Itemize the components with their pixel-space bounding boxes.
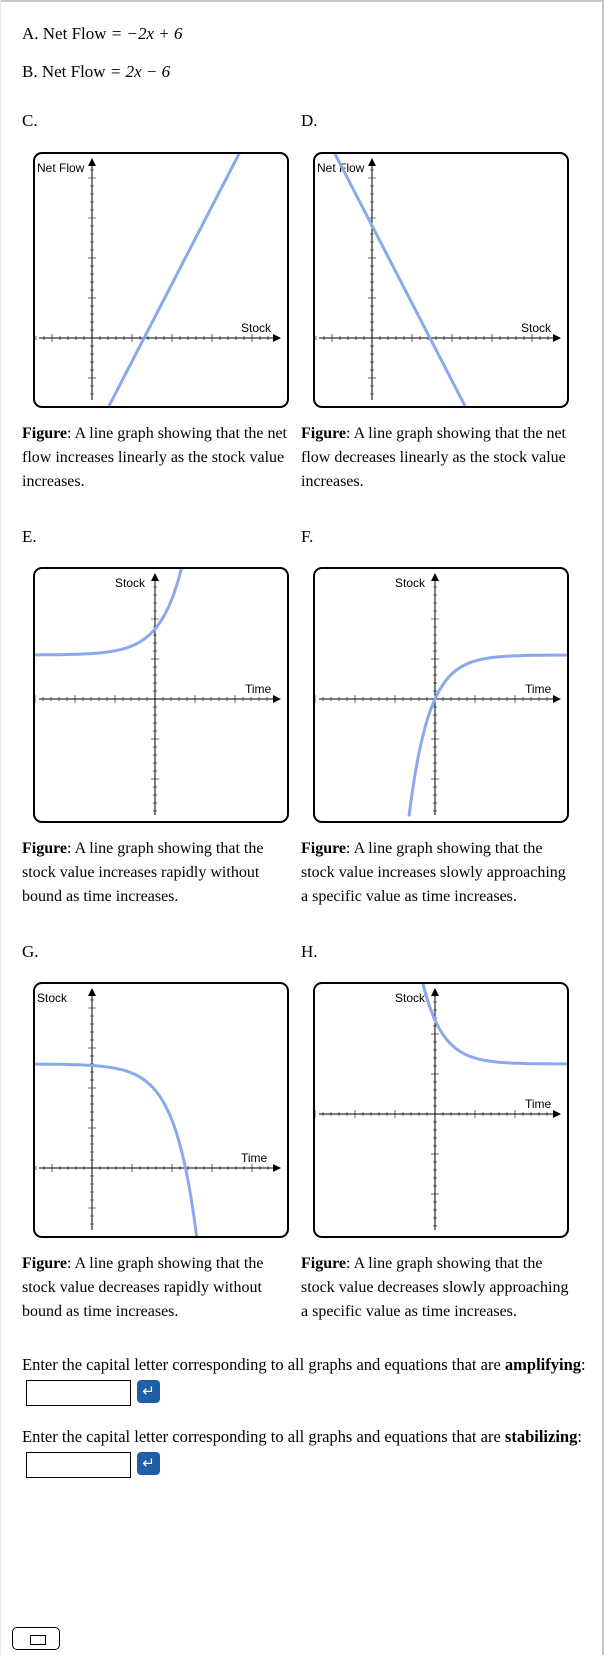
x-axis-label: Time xyxy=(241,1151,268,1165)
graph-curve xyxy=(35,569,183,657)
graph-curve xyxy=(421,984,567,1066)
graph-curve xyxy=(35,1062,199,1236)
graph-plot: Net Flow Stock xyxy=(35,154,281,406)
window-left-border xyxy=(0,0,1,1655)
stabilizing-prompt-suffix: : xyxy=(577,1427,582,1446)
x-axis-label: Stock xyxy=(241,321,272,335)
caption-d-text: : A line graph showing that the net flow… xyxy=(301,425,566,490)
y-axis-arrow-icon xyxy=(88,158,96,166)
keyboard-toggle-button[interactable] xyxy=(12,1627,60,1650)
caption-g-text: : A line graph showing that the stock va… xyxy=(22,1255,264,1320)
stabilizing-submit-button[interactable]: ↵ xyxy=(137,1452,160,1475)
graph-plot: Stock Time xyxy=(315,573,567,817)
stabilizing-prompt-bold: stabilizing xyxy=(504,1427,578,1446)
amplifying-prompt-suffix: : xyxy=(581,1355,586,1374)
caption-h-bold: Figure xyxy=(301,1255,347,1272)
equation-a-prefix: A. Net Flow xyxy=(22,24,107,43)
graph-d-letter: D. xyxy=(301,111,318,130)
amplifying-submit-button[interactable]: ↵ xyxy=(137,1380,160,1403)
window-right-border xyxy=(602,0,604,1655)
caption-c-bold: Figure xyxy=(22,425,68,442)
keyboard-icon xyxy=(30,1635,46,1645)
equation-a: A. Net Flow = −2x + 6 xyxy=(22,24,183,44)
graph-e-letter: E. xyxy=(22,527,37,546)
y-axis-label: Stock xyxy=(115,576,146,590)
graph-plot: Stock Time xyxy=(35,569,281,815)
y-axis-arrow-icon xyxy=(368,158,376,166)
amplifying-answer-input[interactable] xyxy=(26,1380,131,1406)
graph-d-caption: Figure: A line graph showing that the ne… xyxy=(301,422,573,494)
caption-f-bold: Figure xyxy=(301,840,347,857)
window-top-border xyxy=(0,0,604,2)
y-axis-label: Stock xyxy=(37,991,68,1005)
equation-b-prefix: B. Net Flow xyxy=(22,62,106,81)
graph-f-caption: Figure: A line graph showing that the st… xyxy=(301,837,573,909)
graph-e-caption: Figure: A line graph showing that the st… xyxy=(22,837,294,909)
graph-c-caption: Figure: A line graph showing that the ne… xyxy=(22,422,294,494)
graph-e: Stock Time xyxy=(33,567,289,823)
stabilizing-prompt-text: Enter the capital letter corresponding t… xyxy=(22,1427,505,1446)
y-axis-label: Net Flow xyxy=(37,161,85,175)
graph-c: Net Flow Stock xyxy=(33,152,289,408)
y-axis-arrow-icon xyxy=(151,573,159,581)
return-arrow-icon: ↵ xyxy=(142,1382,155,1400)
x-axis-arrow-icon xyxy=(273,1164,281,1172)
equation-b-expr: = 2x − 6 xyxy=(109,62,171,81)
graph-f: Stock Time xyxy=(313,567,569,823)
graph-curve xyxy=(407,653,567,817)
graph-curve xyxy=(333,154,467,406)
y-axis-label: Stock xyxy=(395,576,426,590)
equation-a-expr: = −2x + 6 xyxy=(110,24,183,43)
equation-b: B. Net Flow = 2x − 6 xyxy=(22,62,170,82)
stabilizing-answer-input[interactable] xyxy=(26,1452,131,1478)
graph-plot: Stock Time xyxy=(315,984,567,1230)
y-axis-arrow-icon xyxy=(431,573,439,581)
graph-g-letter: G. xyxy=(22,942,39,961)
graph-f-letter: F. xyxy=(301,527,314,546)
y-axis-label: Stock xyxy=(395,991,426,1005)
x-axis-label: Stock xyxy=(521,321,552,335)
amplifying-prompt-bold: amplifying xyxy=(504,1355,582,1374)
stabilizing-prompt: Enter the capital letter corresponding t… xyxy=(22,1427,582,1447)
caption-c-text: : A line graph showing that the net flow… xyxy=(22,425,287,490)
caption-e-text: : A line graph showing that the stock va… xyxy=(22,840,264,905)
x-axis-label: Time xyxy=(525,682,552,696)
amplifying-prompt: Enter the capital letter corresponding t… xyxy=(22,1355,586,1375)
y-axis-arrow-icon xyxy=(431,988,439,996)
x-axis-arrow-icon xyxy=(553,334,561,342)
x-axis-label: Time xyxy=(525,1097,552,1111)
caption-d-bold: Figure xyxy=(301,425,347,442)
graph-h-caption: Figure: A line graph showing that the st… xyxy=(301,1252,573,1324)
caption-f-text: : A line graph showing that the stock va… xyxy=(301,840,566,905)
x-axis-arrow-icon xyxy=(273,695,281,703)
amplifying-prompt-text: Enter the capital letter corresponding t… xyxy=(22,1355,505,1374)
x-axis-label: Time xyxy=(245,682,272,696)
graph-g: Stock Time xyxy=(33,982,289,1238)
graph-h: Stock Time xyxy=(313,982,569,1238)
return-arrow-icon: ↵ xyxy=(142,1454,155,1472)
x-axis-arrow-icon xyxy=(553,1110,561,1118)
graph-plot: Stock Time xyxy=(35,988,281,1236)
graph-d: Net Flow Stock xyxy=(313,152,569,408)
x-axis-arrow-icon xyxy=(553,695,561,703)
graph-g-caption: Figure: A line graph showing that the st… xyxy=(22,1252,294,1324)
caption-g-bold: Figure xyxy=(22,1255,68,1272)
y-axis-arrow-icon xyxy=(88,988,96,996)
graph-c-letter: C. xyxy=(22,111,38,130)
caption-e-bold: Figure xyxy=(22,840,68,857)
graph-curve xyxy=(107,154,241,406)
caption-h-text: : A line graph showing that the stock va… xyxy=(301,1255,569,1320)
graph-h-letter: H. xyxy=(301,942,318,961)
x-axis-arrow-icon xyxy=(273,334,281,342)
